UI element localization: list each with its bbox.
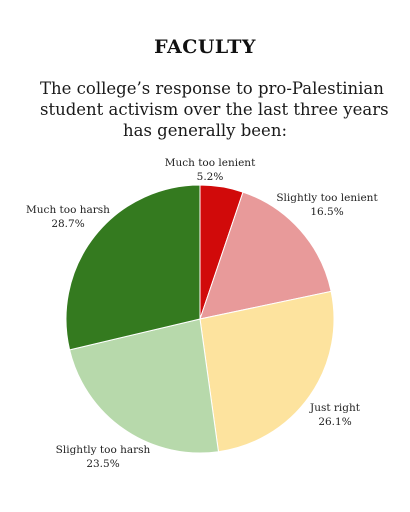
slice-label-just-right: Just right (309, 402, 361, 414)
slice-value-much-too-lenient: 5.2% (197, 171, 224, 183)
slice-value-slightly-too-lenient: 16.5% (310, 206, 343, 218)
pie-slice-just-right (199, 290, 335, 453)
slice-label-slightly-too-lenient: Slightly too lenient (276, 192, 378, 204)
slice-label-much-too-harsh: Much too harsh (26, 204, 110, 216)
pie-slice-slightly-too-lenient (199, 191, 332, 320)
slice-value-slightly-too-harsh: 23.5% (86, 458, 119, 470)
slice-label-slightly-too-harsh: Slightly too harsh (56, 444, 151, 456)
subtitle-line-1: The college’s response to pro-Palestinia… (40, 79, 384, 98)
pie-slice-slightly-too-harsh (68, 318, 220, 454)
chart-subtitle: The college’s response to pro-Palestinia… (40, 78, 389, 141)
slice-value-just-right: 26.1% (318, 416, 351, 428)
subtitle-line-3: has generally been: (122, 121, 288, 140)
slice-value-much-too-harsh: 28.7% (51, 218, 84, 230)
subtitle-line-2: student activism over the last three yea… (40, 100, 389, 119)
chart-title: FACULTY (154, 36, 256, 58)
pie-slice-much-too-harsh (65, 184, 201, 351)
slice-label-much-too-lenient: Much too lenient (165, 157, 256, 169)
